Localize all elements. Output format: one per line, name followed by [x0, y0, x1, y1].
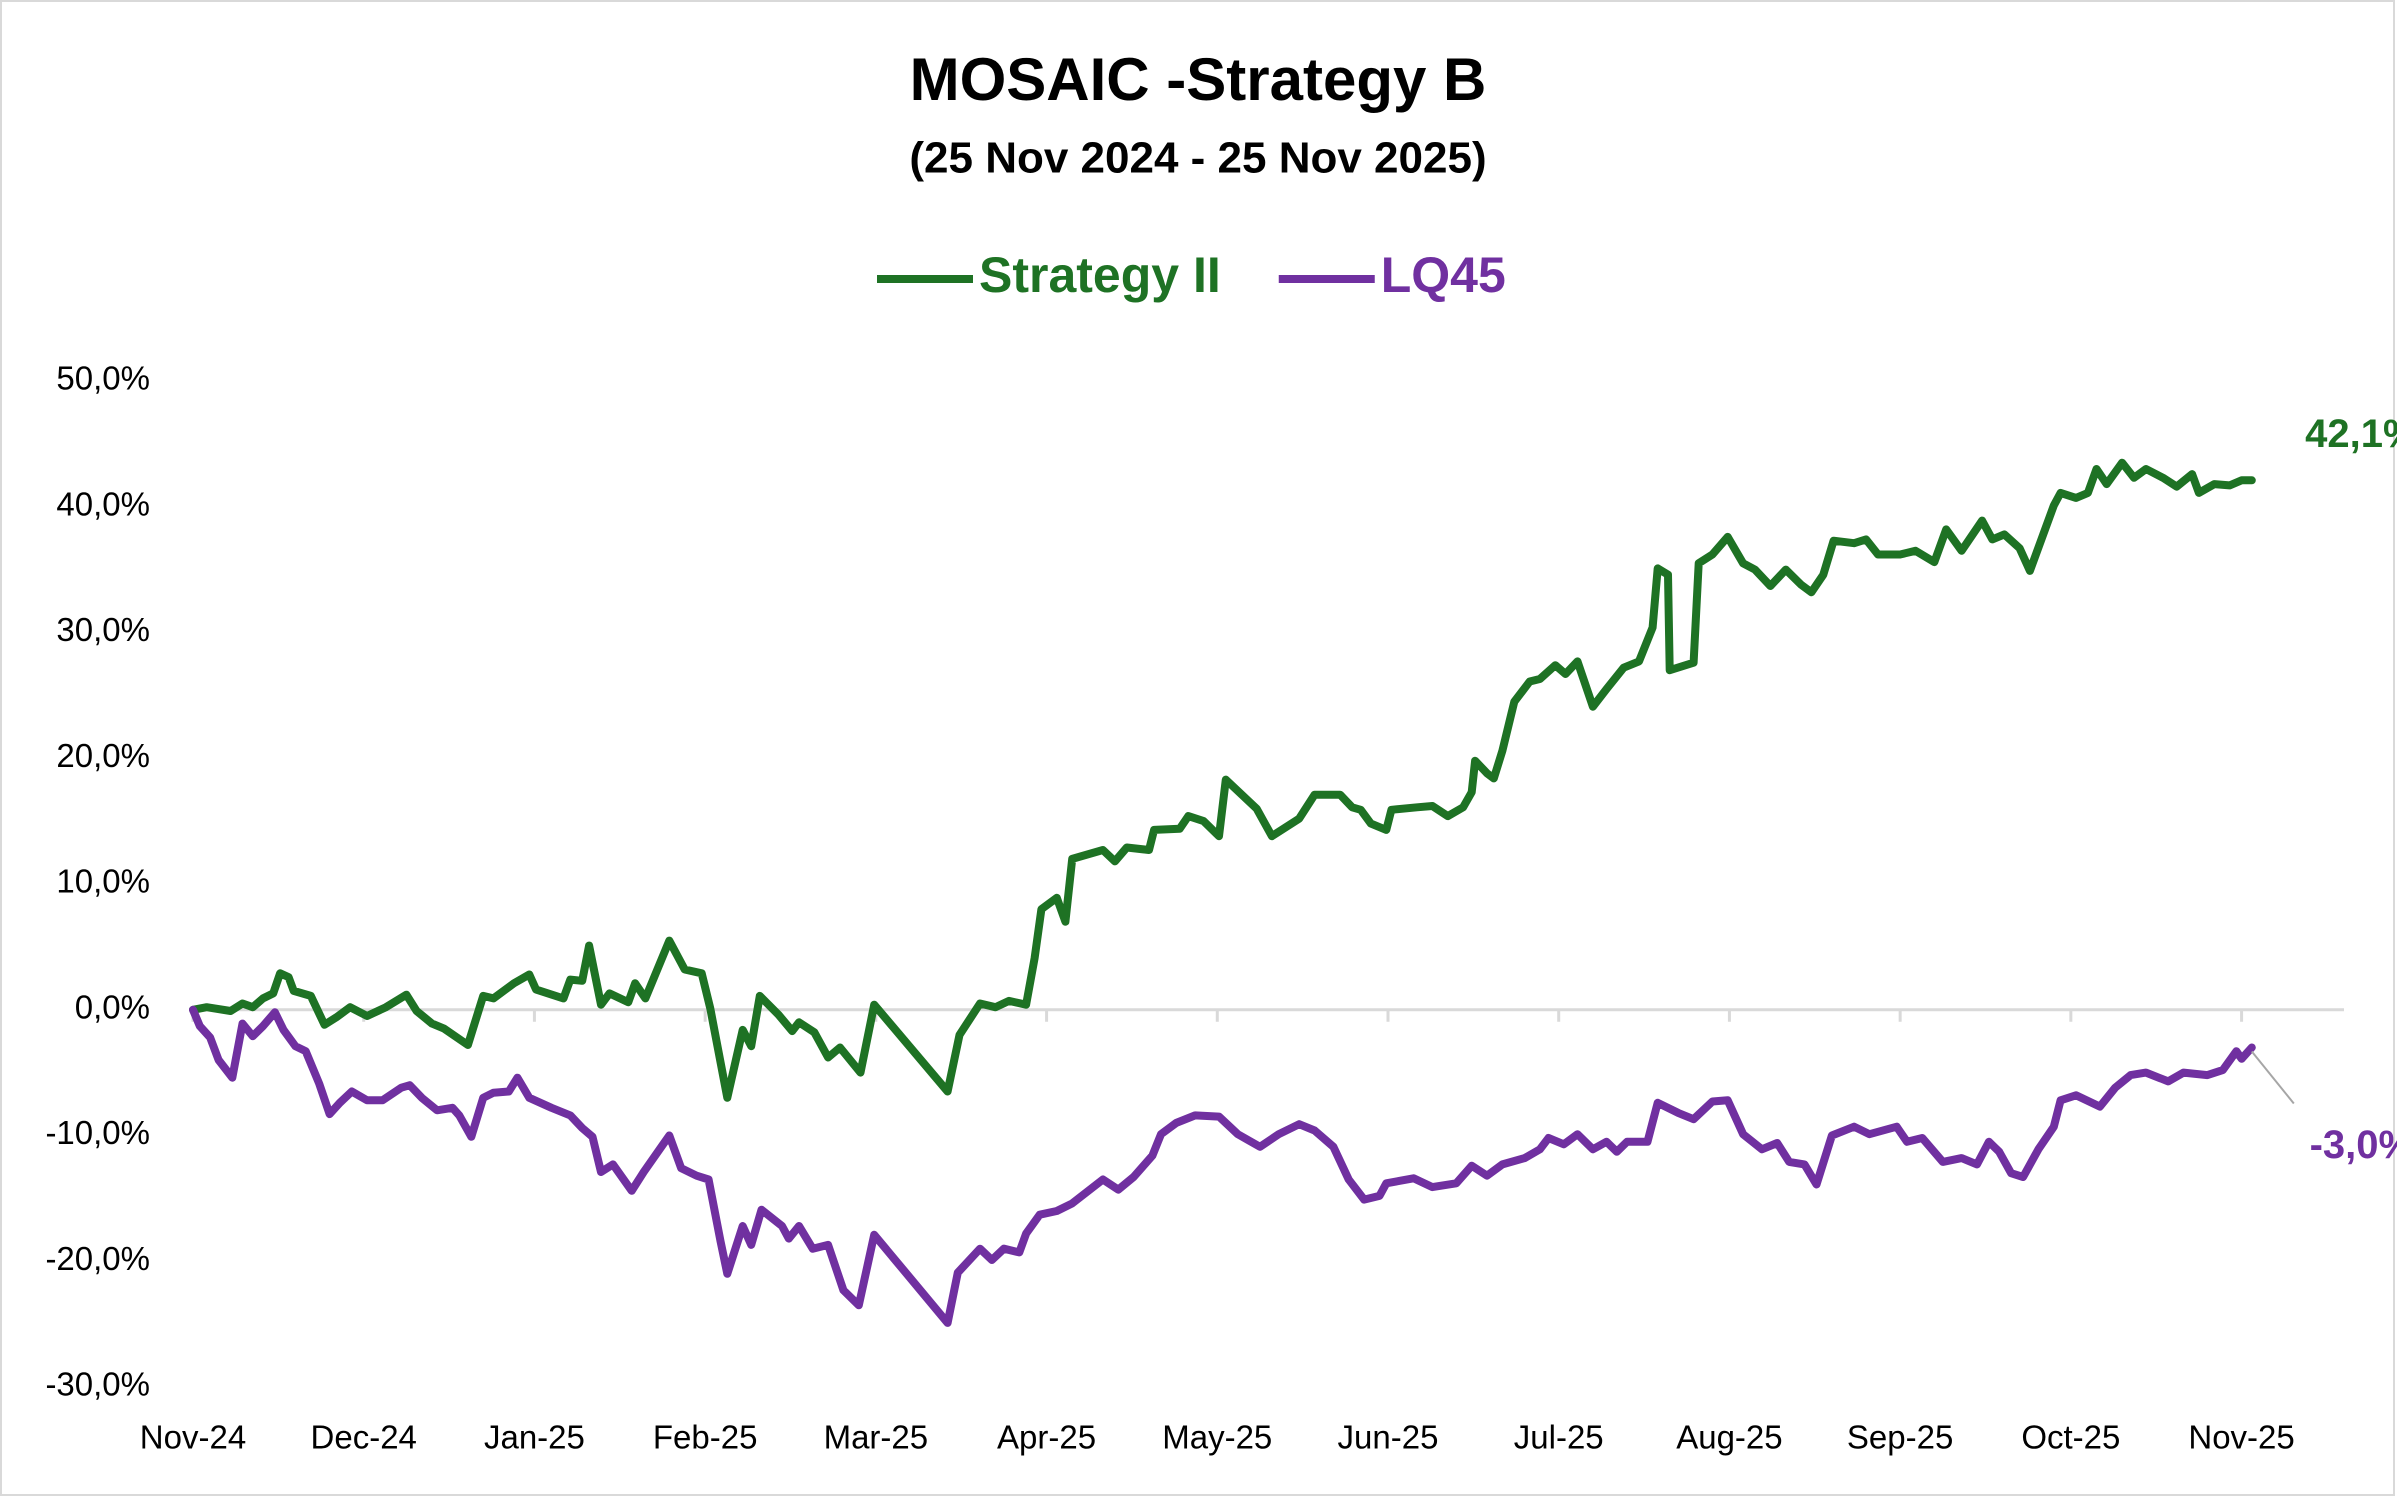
y-tick-label: 20,0%: [56, 737, 150, 774]
end-label: 42,1%: [2305, 412, 2397, 456]
chart-subtitle: (25 Nov 2024 - 25 Nov 2025): [909, 134, 1486, 183]
y-tick-label: -10,0%: [45, 1114, 150, 1151]
y-tick-label: 50,0%: [56, 360, 150, 397]
y-tick-label: 10,0%: [56, 863, 150, 900]
x-tick-label: Feb-25: [653, 1419, 758, 1456]
x-tick-label: Sep-25: [1847, 1419, 1953, 1456]
x-tick-label: Mar-25: [824, 1419, 929, 1456]
x-tick-label: Oct-25: [2021, 1419, 2120, 1456]
y-tick-label: 0,0%: [75, 988, 150, 1025]
legend: Strategy II LQ45: [877, 247, 1506, 303]
x-tick-label: Nov-25: [2188, 1419, 2294, 1456]
x-tick-label: Aug-25: [1676, 1419, 1782, 1456]
leader-line: [2251, 1050, 2295, 1105]
y-tick-label: 40,0%: [56, 485, 150, 522]
series-line: [189, 1005, 2256, 1327]
x-tick-label: Apr-25: [997, 1419, 1096, 1456]
y-tick-label: 30,0%: [56, 611, 150, 648]
end-label: -3,0%: [2310, 1123, 2397, 1167]
y-tick-label: -30,0%: [45, 1366, 150, 1403]
x-tick-label: Jun-25: [1338, 1419, 1439, 1456]
legend-label: Strategy II: [979, 247, 1221, 303]
legend-label: LQ45: [1381, 247, 1506, 303]
x-tick-label: Dec-24: [311, 1419, 417, 1456]
x-tick-label: Jul-25: [1514, 1419, 1604, 1456]
x-tick-label: Nov-24: [140, 1419, 246, 1456]
y-tick-label: -20,0%: [45, 1240, 150, 1277]
chart-title: MOSAIC -Strategy B: [910, 46, 1487, 113]
x-tick-label: Jan-25: [484, 1419, 585, 1456]
series-line: [189, 458, 2256, 1102]
x-tick-label: May-25: [1162, 1419, 1272, 1456]
